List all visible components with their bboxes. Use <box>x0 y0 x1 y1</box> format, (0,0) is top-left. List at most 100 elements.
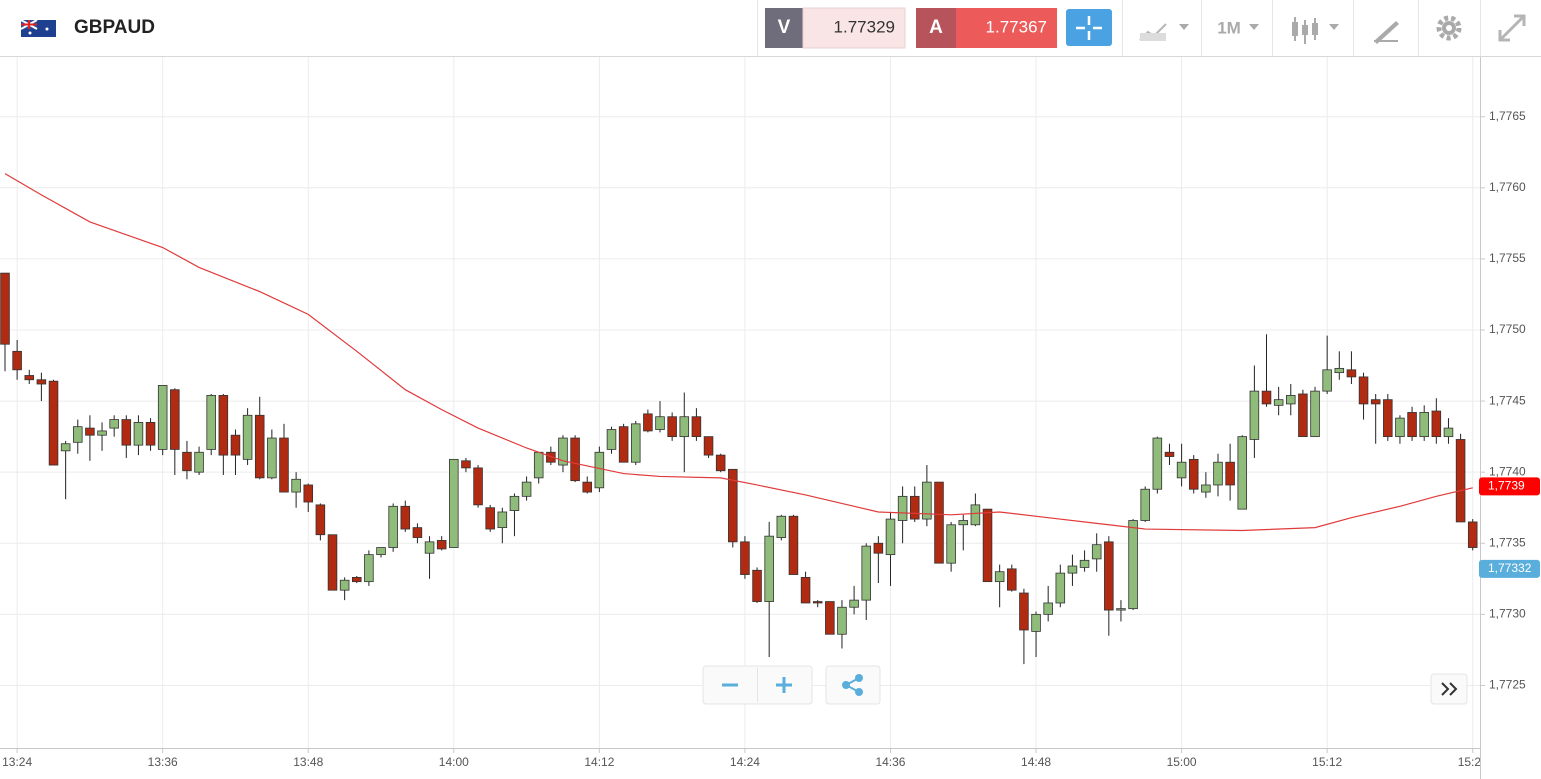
candle-body <box>546 451 556 463</box>
candle-body <box>60 443 71 452</box>
bid-price-box[interactable] <box>802 7 906 49</box>
draw-tool-button[interactable] <box>1374 21 1399 44</box>
candle-body <box>497 511 508 529</box>
candle-body <box>1370 399 1381 405</box>
candle-body <box>1201 484 1211 493</box>
chart-type-button[interactable] <box>1139 23 1189 41</box>
candle-body <box>1431 410 1442 438</box>
candle-body <box>473 467 483 506</box>
candle-body <box>242 414 253 460</box>
candle-body <box>267 437 277 479</box>
candle-body <box>1104 541 1114 611</box>
candle-body <box>1055 572 1066 604</box>
candle-body <box>630 423 641 463</box>
candle-body <box>1176 461 1187 479</box>
candle-body <box>303 484 314 503</box>
price-marker-label: 1,77332 <box>1488 561 1532 575</box>
x-tick-label: 14:12 <box>584 755 614 769</box>
candle-body <box>558 437 568 466</box>
candle-body <box>230 434 241 456</box>
candle-body <box>1443 427 1454 438</box>
zoom-controls <box>702 665 813 705</box>
symbol: GBPAUD <box>74 17 155 38</box>
candle-body <box>364 554 374 583</box>
candle-body <box>133 422 144 446</box>
candle-body <box>922 481 932 520</box>
candle-body <box>1043 602 1053 615</box>
candle-body <box>740 541 750 575</box>
y-tick-label: 1,7750 <box>1489 322 1526 336</box>
fullscreen-button[interactable] <box>1498 14 1526 42</box>
candle-body <box>1419 412 1429 438</box>
candle-body <box>1237 436 1248 510</box>
candle-body <box>1067 565 1078 574</box>
candle-body <box>800 576 811 604</box>
candle-body <box>254 414 265 479</box>
candle-body <box>533 451 544 479</box>
candle-body <box>48 380 59 466</box>
candle-body <box>1213 461 1223 486</box>
share-button[interactable] <box>825 665 881 705</box>
candle-body <box>776 515 787 538</box>
candle-body <box>934 481 944 564</box>
candle-body <box>1286 394 1296 405</box>
price-marker-label: 1,7739 <box>1488 479 1525 493</box>
candle-body <box>1091 544 1102 560</box>
ask-button[interactable] <box>916 8 956 48</box>
price-marker <box>1479 559 1540 578</box>
crosshair-button[interactable] <box>1066 9 1112 46</box>
x-tick-label: 13:36 <box>148 755 178 769</box>
candle-body <box>121 419 132 446</box>
candle-body <box>1225 461 1235 486</box>
candle-body <box>279 437 289 493</box>
candle-body <box>703 436 714 456</box>
candle-body <box>643 413 653 432</box>
timeframe-arrow <box>1249 24 1259 30</box>
candle-body <box>752 569 762 602</box>
candle-body <box>958 520 969 526</box>
candle-style-button[interactable] <box>1292 17 1339 44</box>
candle-body <box>97 430 107 436</box>
y-tick-label: 1,7755 <box>1489 251 1526 265</box>
candle-body <box>182 451 192 472</box>
candle-body <box>388 505 398 548</box>
candle-body <box>764 535 774 602</box>
candle-body <box>594 451 605 489</box>
candle-body <box>1031 613 1041 632</box>
candle-body <box>339 579 350 591</box>
candle-body <box>970 504 981 526</box>
candle-body <box>570 437 580 482</box>
candle-body <box>728 468 738 543</box>
y-tick-label: 1,7735 <box>1489 535 1526 549</box>
candle-body <box>36 379 47 385</box>
candle-body <box>1273 399 1284 406</box>
x-tick-label: 14:00 <box>439 755 469 769</box>
bid-button[interactable] <box>765 8 803 48</box>
scroll-right-button[interactable] <box>1430 673 1468 705</box>
timeframe[interactable]: 1M <box>1217 18 1241 37</box>
candle-body <box>582 481 593 493</box>
y-tick-label: 1,7760 <box>1489 180 1526 194</box>
zoom-in-button[interactable] <box>776 677 792 693</box>
candle-body <box>400 505 411 530</box>
candle-body <box>861 545 871 601</box>
candle-body <box>994 571 1005 583</box>
candle-body <box>1298 393 1308 438</box>
moving-average-line <box>4 173 1473 532</box>
candle-body <box>1322 369 1332 392</box>
settings-button[interactable] <box>1436 15 1462 41</box>
candle-body <box>218 394 229 456</box>
candle-body <box>1007 568 1017 591</box>
candle-body <box>1188 458 1199 490</box>
ask-price-box[interactable] <box>956 8 1057 48</box>
candle-body <box>667 416 677 438</box>
candle-body <box>194 451 204 473</box>
candle-body <box>837 606 847 635</box>
price-marker <box>1479 477 1540 496</box>
y-tick-label: 1,7740 <box>1489 464 1526 478</box>
candle-body <box>1152 437 1163 490</box>
candle-body <box>982 508 993 583</box>
candle-body <box>691 416 702 438</box>
candle-body <box>424 541 435 554</box>
